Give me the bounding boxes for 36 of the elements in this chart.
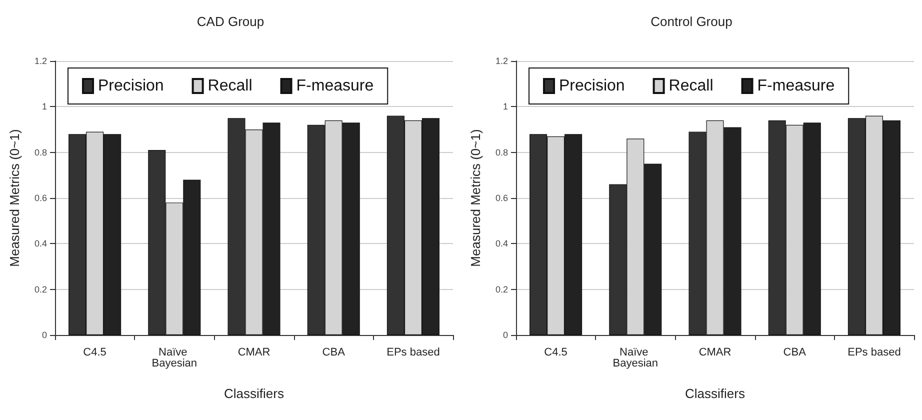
x-tick-label: CBA [783, 346, 807, 358]
legend-label: F-measure [757, 78, 835, 94]
x-tick-label: C4.5 [544, 346, 568, 358]
x-tick-label: CMAR [238, 346, 270, 358]
chart-title: CAD Group [196, 14, 264, 29]
x-tick-label: EPs based [386, 346, 440, 358]
y-tick-label: 0.6 [495, 193, 508, 203]
x-tick-label: C4.5 [83, 346, 106, 358]
y-tick-label: 1.2 [495, 56, 508, 66]
y-tick-label: 1 [42, 102, 47, 112]
y-tick-label: 0.2 [495, 284, 508, 294]
y-tick-label: 0.2 [34, 284, 47, 294]
y-tick-label: 1 [502, 102, 508, 112]
x-tick-label: CMAR [698, 346, 732, 358]
y-tick-label: 1.2 [34, 56, 47, 66]
y-tick-label: 0 [42, 330, 47, 340]
x-tick-label: EPs based [848, 346, 901, 358]
x-axis-title: Classifiers [685, 386, 746, 401]
legend-label: F-measure [296, 78, 374, 94]
y-tick-label: 0.6 [34, 193, 47, 203]
y-tick-label: 0.4 [34, 238, 47, 249]
x-tick-label: Naïve Bayesian [152, 346, 198, 370]
x-tick-label: Naïve Bayesian [612, 346, 658, 370]
y-tick-label: 0.8 [34, 147, 47, 158]
x-tick-label: CBA [322, 346, 346, 358]
y-tick-label: 0.8 [495, 147, 508, 158]
y-tick-label: 0 [502, 330, 508, 340]
x-axis-title: Classifiers [224, 386, 284, 401]
y-tick-label: 0.4 [495, 238, 508, 249]
legend-label: Precision [559, 78, 625, 94]
y-axis-title: Measured Metrics (0~1) [468, 129, 483, 267]
legend-label: Recall [208, 78, 252, 94]
legend-label: Recall [668, 78, 714, 94]
chart-title: Control Group [650, 14, 732, 29]
legend-label: Precision [98, 78, 164, 94]
y-axis-title: Measured Metrics (0~1) [7, 129, 22, 267]
